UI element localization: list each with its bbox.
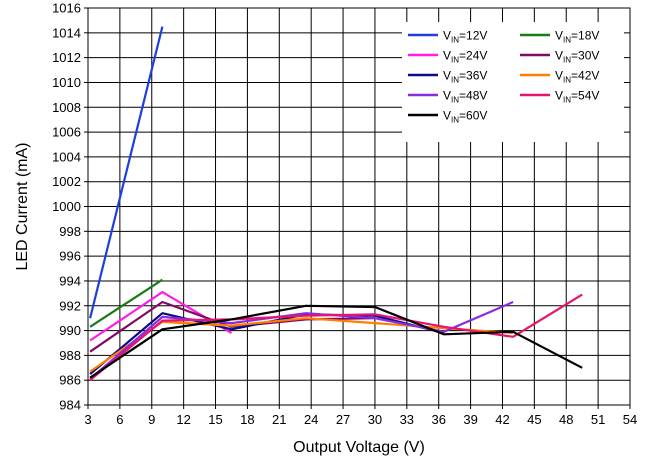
x-tick-label: 15 bbox=[208, 412, 222, 427]
y-tick-label: 986 bbox=[59, 373, 81, 388]
x-tick-label: 33 bbox=[400, 412, 414, 427]
x-tick-label: 48 bbox=[559, 412, 573, 427]
y-tick-label: 1014 bbox=[52, 25, 81, 40]
y-tick-label: 996 bbox=[59, 249, 81, 264]
x-tick-label: 3 bbox=[84, 412, 91, 427]
y-tick-label: 1000 bbox=[52, 199, 81, 214]
legend-label: VIN=30V bbox=[555, 49, 599, 65]
y-tick-label: 1010 bbox=[52, 75, 81, 90]
x-axis-ticks: 3 6 9 12 15 18 21 24 27 30 33 36 39 42 45 48 51 54 bbox=[84, 405, 637, 427]
x-tick-label: 18 bbox=[240, 412, 254, 427]
y-tick-label: 1016 bbox=[52, 1, 81, 16]
y-tick-label: 998 bbox=[59, 224, 81, 239]
legend-label: VIN=12V bbox=[443, 29, 487, 45]
legend-label: VIN=54V bbox=[555, 89, 599, 105]
series-lines bbox=[89, 26, 583, 382]
y-tick-label: 1006 bbox=[52, 125, 81, 140]
legend-box bbox=[402, 22, 624, 142]
legend-label: VIN=18V bbox=[555, 29, 599, 45]
y-tick-label: 990 bbox=[59, 323, 81, 338]
x-tick-label: 21 bbox=[272, 412, 286, 427]
y-tick-label: 1008 bbox=[52, 100, 81, 115]
series-line-24v bbox=[89, 291, 233, 342]
y-axis-title: LED Current (mA) bbox=[14, 142, 31, 270]
y-axis-ticks: 984 986 988 990 992 994 996 998 1000 1002 1004 1006… bbox=[52, 1, 88, 413]
y-tick-label: 992 bbox=[59, 298, 81, 313]
x-tick-label: 54 bbox=[623, 412, 637, 427]
legend-label: VIN=24V bbox=[443, 49, 487, 65]
legend-label: VIN=42V bbox=[555, 69, 599, 85]
series-line-42v bbox=[89, 317, 514, 373]
legend-label: VIN=60V bbox=[443, 109, 487, 125]
series-line-18v bbox=[89, 278, 164, 328]
x-tick-label: 36 bbox=[431, 412, 445, 427]
y-tick-label: 988 bbox=[59, 348, 81, 363]
y-tick-label: 1012 bbox=[52, 50, 81, 65]
x-axis-title: Output Voltage (V) bbox=[293, 439, 425, 456]
x-tick-label: 30 bbox=[368, 412, 382, 427]
x-tick-label: 6 bbox=[116, 412, 123, 427]
legend-label: VIN=36V bbox=[443, 69, 487, 85]
y-tick-label: 1004 bbox=[52, 149, 81, 164]
x-tick-label: 9 bbox=[148, 412, 155, 427]
x-tick-label: 51 bbox=[591, 412, 605, 427]
series-line-54v bbox=[89, 293, 583, 382]
y-tick-label: 994 bbox=[59, 273, 81, 288]
legend: VIN=12V VIN=18V VIN=24V VIN=30V VIN=36V VIN=4… bbox=[402, 22, 624, 142]
x-tick-label: 39 bbox=[463, 412, 477, 427]
x-tick-label: 42 bbox=[495, 412, 509, 427]
x-tick-label: 12 bbox=[176, 412, 190, 427]
y-tick-label: 984 bbox=[59, 398, 81, 413]
series-line-12v bbox=[89, 26, 164, 319]
legend-label: VIN=48V bbox=[443, 89, 487, 105]
x-tick-label: 45 bbox=[527, 412, 541, 427]
series-line-48v bbox=[89, 300, 514, 380]
x-tick-label: 27 bbox=[336, 412, 350, 427]
series-line-60v bbox=[89, 304, 583, 379]
x-tick-label: 24 bbox=[304, 412, 318, 427]
y-tick-label: 1002 bbox=[52, 174, 81, 189]
